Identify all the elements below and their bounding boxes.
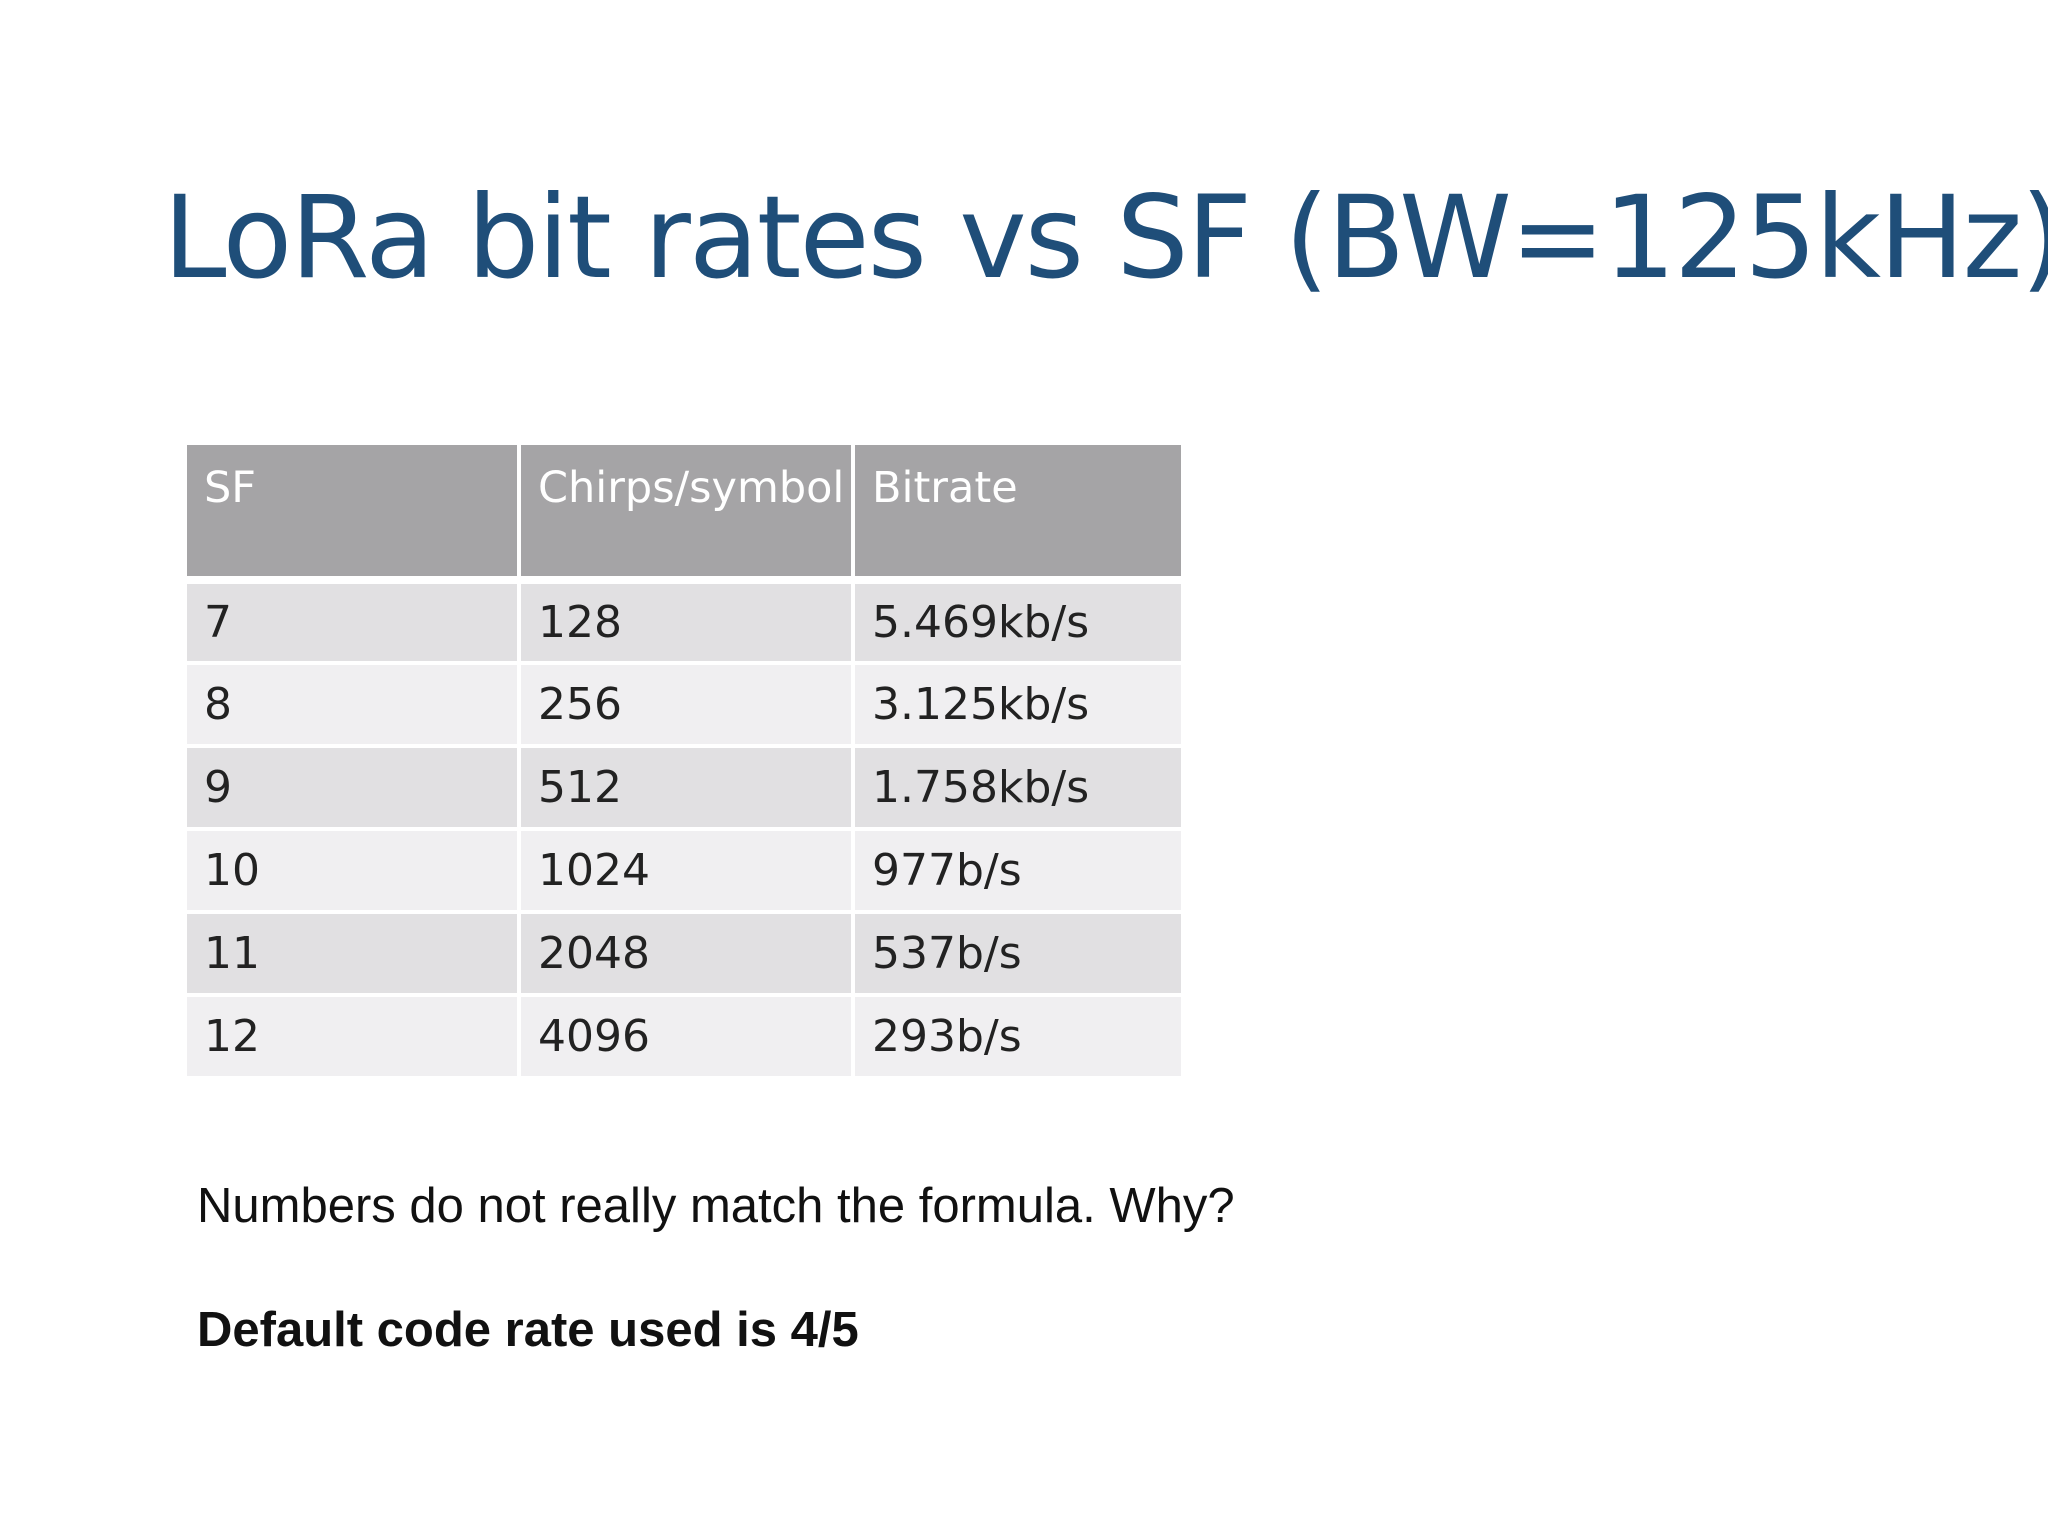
bitrate-table: SF Chirps/symbol Bitrate 7 128 5.469kb/s…: [183, 441, 1185, 1080]
answer-text: Default code rate used is 4/5: [197, 1303, 859, 1357]
cell-sf: 7: [183, 578, 521, 665]
column-header-bitrate: Bitrate: [851, 441, 1185, 584]
cell-chirps: 2048: [517, 910, 855, 997]
cell-bitrate: 537b/s: [851, 910, 1185, 997]
cell-sf: 11: [183, 910, 521, 997]
table-row: 7 128 5.469kb/s: [183, 578, 1185, 665]
table-row: 8 256 3.125kb/s: [183, 661, 1185, 748]
cell-sf: 9: [183, 744, 521, 831]
table-row: 10 1024 977b/s: [183, 827, 1185, 914]
cell-bitrate: 3.125kb/s: [851, 661, 1185, 748]
cell-chirps: 1024: [517, 827, 855, 914]
cell-bitrate: 977b/s: [851, 827, 1185, 914]
question-text: Numbers do not really match the formula.…: [197, 1179, 1235, 1233]
cell-chirps: 512: [517, 744, 855, 831]
cell-sf: 12: [183, 993, 521, 1080]
slide-title: LoRa bit rates vs SF (BW=125kHz): [163, 171, 2048, 304]
cell-chirps: 128: [517, 578, 855, 665]
cell-chirps: 4096: [517, 993, 855, 1080]
cell-bitrate: 1.758kb/s: [851, 744, 1185, 831]
cell-chirps: 256: [517, 661, 855, 748]
table-header-row: SF Chirps/symbol Bitrate: [183, 441, 1185, 584]
column-header-chirps-per-symbol: Chirps/symbol: [517, 441, 855, 584]
table-row: 12 4096 293b/s: [183, 993, 1185, 1080]
cell-bitrate: 293b/s: [851, 993, 1185, 1080]
column-header-sf: SF: [183, 441, 521, 584]
table-row: 11 2048 537b/s: [183, 910, 1185, 997]
cell-sf: 8: [183, 661, 521, 748]
cell-sf: 10: [183, 827, 521, 914]
cell-bitrate: 5.469kb/s: [851, 578, 1185, 665]
table-row: 9 512 1.758kb/s: [183, 744, 1185, 831]
